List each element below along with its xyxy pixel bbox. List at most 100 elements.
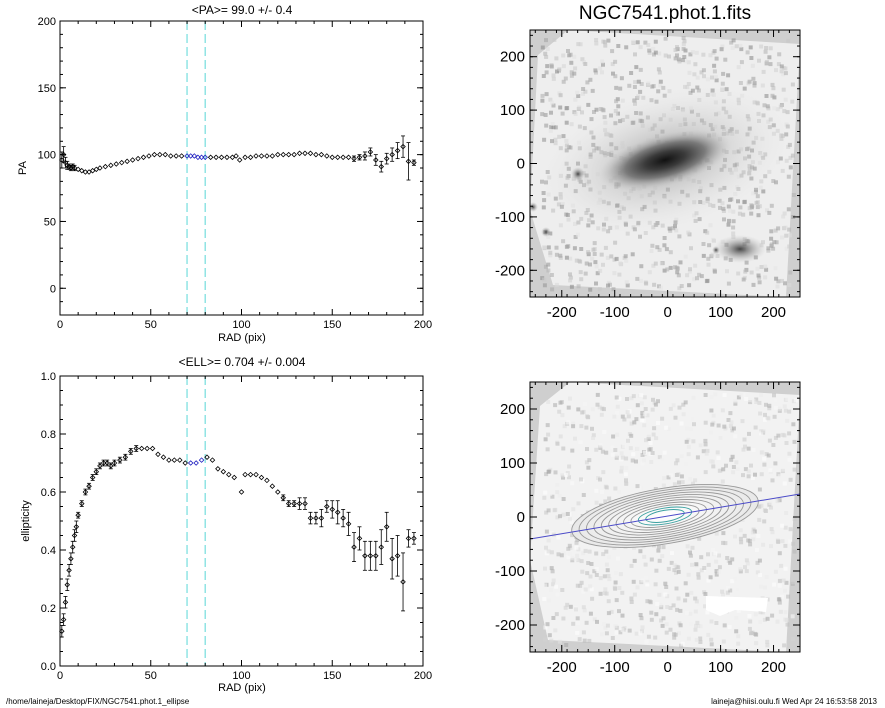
noise-pixel: [757, 558, 762, 563]
noise-pixel: [703, 393, 708, 397]
noise-pixel: [598, 591, 603, 596]
noise-pixel: [714, 78, 719, 83]
noise-pixel: [569, 556, 574, 561]
noise-pixel: [680, 641, 685, 646]
noise-pixel: [780, 539, 785, 544]
data-point: [367, 149, 374, 155]
data-point: [117, 457, 123, 463]
noise-pixel: [733, 534, 737, 539]
noise-pixel: [731, 231, 736, 236]
noise-pixel: [629, 396, 634, 401]
noise-pixel: [739, 393, 744, 398]
noise-pixel: [698, 624, 703, 629]
noise-pixel: [728, 411, 733, 416]
footer-file-path: /home/laineja/Desktop/FIX/NGC7541.phot.1…: [6, 697, 190, 706]
noise-pixel: [734, 615, 739, 620]
y-tick-label: 100: [500, 455, 525, 472]
noise-pixel: [787, 451, 792, 456]
noise-pixel: [551, 616, 556, 620]
data-point: [122, 454, 129, 460]
noise-pixel: [617, 396, 622, 401]
noise-pixel: [689, 246, 693, 251]
noise-pixel: [584, 620, 589, 625]
data-point: [144, 445, 150, 452]
noise-pixel: [622, 444, 627, 449]
noise-pixel: [634, 417, 639, 422]
noise-pixel: [640, 418, 644, 423]
noise-pixel: [688, 427, 693, 432]
noise-pixel: [660, 554, 665, 559]
noise-pixel: [757, 204, 762, 209]
noise-pixel: [731, 219, 736, 224]
noise-pixel: [542, 277, 547, 282]
noise-pixel: [590, 596, 595, 601]
noise-pixel: [543, 490, 548, 495]
noise-pixel: [719, 47, 724, 52]
noise-pixel: [664, 630, 669, 635]
noise-pixel: [594, 488, 599, 493]
noise-pixel: [690, 545, 695, 550]
noise-pixel: [746, 446, 751, 451]
noise-pixel: [654, 436, 659, 441]
data-point: [202, 154, 208, 161]
contour-x-axis: -200 -100 0 100 200: [534, 382, 801, 676]
noise-pixel: [614, 453, 619, 458]
pa-data-points: [59, 135, 417, 181]
noise-pixel: [696, 624, 701, 628]
noise-pixel: [656, 399, 660, 404]
noise-pixel: [749, 463, 753, 468]
noise-pixel: [774, 68, 778, 73]
noise-pixel: [777, 583, 782, 588]
noise-pixel: [578, 270, 583, 275]
data-point: [269, 153, 276, 159]
noise-pixel: [685, 544, 690, 549]
noise-pixel: [686, 60, 691, 65]
noise-pixel: [702, 566, 707, 570]
noise-pixel: [544, 545, 548, 550]
y-tick-label: 0: [50, 283, 56, 295]
noise-pixel: [704, 451, 709, 456]
noise-pixel: [677, 234, 682, 239]
noise-pixel: [736, 395, 741, 400]
companion-galaxy: [714, 235, 766, 263]
noise-pixel: [677, 631, 681, 636]
noise-pixel: [714, 531, 719, 536]
noise-pixel: [601, 470, 606, 475]
noise-pixel: [579, 277, 584, 282]
noise-pixel: [714, 569, 719, 574]
noise-pixel: [544, 92, 549, 97]
noise-pixel: [781, 87, 786, 92]
noise-pixel: [781, 214, 786, 219]
noise-pixel: [751, 282, 756, 287]
noise-pixel: [542, 495, 547, 500]
noise-pixel: [710, 422, 715, 427]
noise-pixel: [620, 590, 625, 595]
noise-pixel: [768, 501, 773, 505]
noise-pixel: [646, 81, 651, 86]
data-point: [324, 503, 330, 510]
noise-pixel: [558, 514, 563, 519]
noise-pixel: [720, 589, 725, 594]
noise-pixel: [548, 128, 553, 133]
data-point: [213, 154, 219, 161]
noise-pixel: [662, 476, 667, 481]
noise-pixel: [604, 485, 609, 490]
noise-pixel: [573, 556, 578, 561]
noise-pixel: [771, 246, 776, 251]
noise-pixel: [629, 433, 634, 438]
noise-pixel: [747, 431, 751, 436]
noise-pixel: [771, 86, 776, 91]
noise-pixel: [639, 264, 644, 269]
data-point: [166, 457, 172, 463]
noise-pixel: [574, 607, 578, 612]
noise-pixel: [613, 486, 618, 491]
noise-pixel: [585, 571, 590, 576]
noise-pixel: [568, 272, 572, 277]
noise-pixel: [792, 626, 797, 631]
data-point: [71, 532, 78, 539]
noise-pixel: [736, 271, 741, 276]
noise-pixel: [688, 611, 693, 616]
noise-pixel: [668, 265, 673, 270]
noise-pixel: [554, 612, 559, 617]
masked-region: [706, 596, 768, 616]
